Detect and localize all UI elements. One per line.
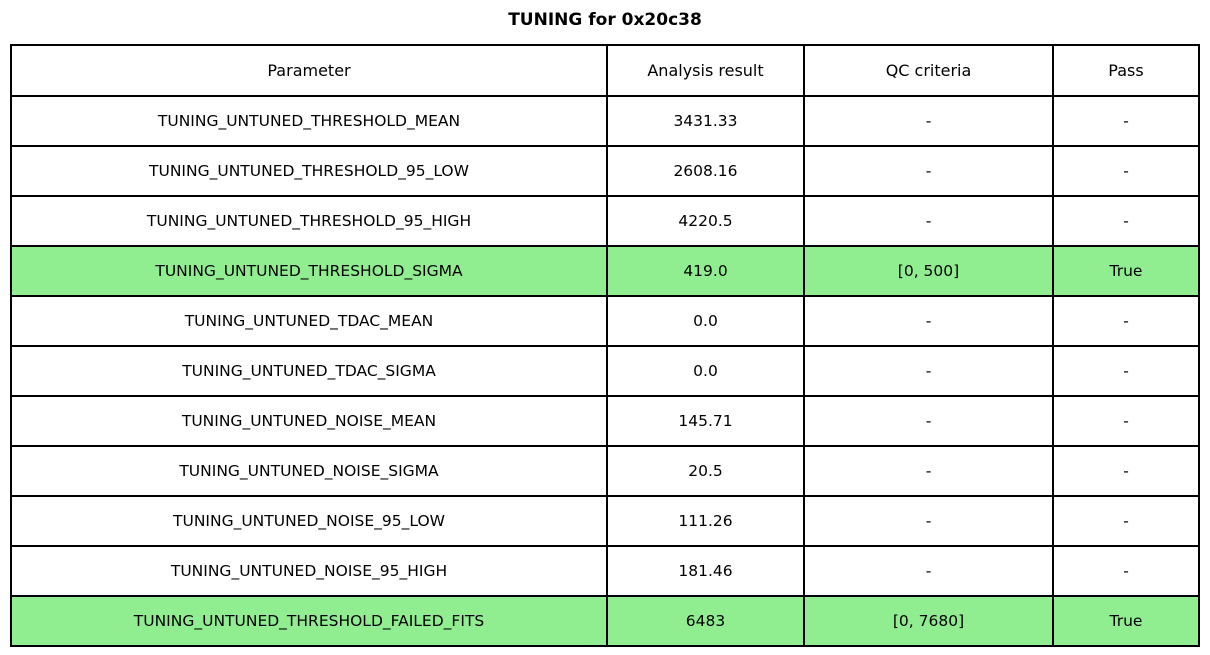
column-header-parameter: Parameter <box>10 44 608 97</box>
column-header-pass: Pass <box>1052 44 1200 97</box>
table-row: TUNING_UNTUNED_NOISE_95_LOW 111.26- - <box>10 495 1200 547</box>
analysis-result-cell: 145.71 <box>606 395 805 447</box>
table-header-row: Parameter Analysis result QC criteria Pa… <box>10 44 1200 97</box>
table-row: TUNING_UNTUNED_THRESHOLD_SIGMA 419.0 [0, 5… <box>10 245 1200 297</box>
pass-cell: - <box>1052 195 1200 247</box>
qc-criteria-cell: [0, 7680] <box>803 595 1054 647</box>
table-row: TUNING_UNTUNED_NOISE_SIGMA 20.5- - <box>10 445 1200 497</box>
table-row: TUNING_UNTUNED_NOISE_MEAN 145.71- - <box>10 395 1200 447</box>
qc-results-table: Parameter Analysis result QC criteria Pa… <box>10 44 1200 647</box>
pass-cell: - <box>1052 95 1200 147</box>
table-body: TUNING_UNTUNED_THRESHOLD_MEAN 3431.33- - TU… <box>10 95 1200 647</box>
parameter-cell: TUNING_UNTUNED_NOISE_SIGMA <box>10 445 608 497</box>
pass-cell: - <box>1052 495 1200 547</box>
parameter-cell: TUNING_UNTUNED_THRESHOLD_SIGMA <box>10 245 608 297</box>
analysis-result-cell: 4220.5 <box>606 195 805 247</box>
table-row: TUNING_UNTUNED_TDAC_MEAN 0.0- - <box>10 295 1200 347</box>
parameter-cell: TUNING_UNTUNED_THRESHOLD_95_HIGH <box>10 195 608 247</box>
pass-cell: - <box>1052 295 1200 347</box>
table-row: TUNING_UNTUNED_TDAC_SIGMA 0.0- - <box>10 345 1200 397</box>
qc-criteria-cell: - <box>803 545 1054 597</box>
analysis-result-cell: 0.0 <box>606 345 805 397</box>
pass-cell: - <box>1052 145 1200 197</box>
analysis-result-cell: 111.26 <box>606 495 805 547</box>
analysis-result-cell: 419.0 <box>606 245 805 297</box>
parameter-cell: TUNING_UNTUNED_TDAC_MEAN <box>10 295 608 347</box>
analysis-result-cell: 2608.16 <box>606 145 805 197</box>
parameter-cell: TUNING_UNTUNED_NOISE_MEAN <box>10 395 608 447</box>
table-row: TUNING_UNTUNED_THRESHOLD_FAILED_FITS 6483… <box>10 595 1200 647</box>
pass-cell: True <box>1052 245 1200 297</box>
pass-cell: - <box>1052 445 1200 497</box>
pass-cell: - <box>1052 545 1200 597</box>
parameter-cell: TUNING_UNTUNED_TDAC_SIGMA <box>10 345 608 397</box>
pass-cell: True <box>1052 595 1200 647</box>
qc-criteria-cell: - <box>803 145 1054 197</box>
parameter-cell: TUNING_UNTUNED_THRESHOLD_FAILED_FITS <box>10 595 608 647</box>
qc-criteria-cell: - <box>803 95 1054 147</box>
qc-criteria-cell: - <box>803 395 1054 447</box>
parameter-cell: TUNING_UNTUNED_THRESHOLD_MEAN <box>10 95 608 147</box>
qc-criteria-cell: [0, 500] <box>803 245 1054 297</box>
parameter-cell: TUNING_UNTUNED_NOISE_95_LOW <box>10 495 608 547</box>
qc-criteria-cell: - <box>803 445 1054 497</box>
table-row: TUNING_UNTUNED_NOISE_95_HIGH 181.46- - <box>10 545 1200 597</box>
analysis-result-cell: 20.5 <box>606 445 805 497</box>
analysis-result-cell: 3431.33 <box>606 95 805 147</box>
qc-criteria-cell: - <box>803 345 1054 397</box>
page-title: TUNING for 0x20c38 <box>508 10 702 30</box>
analysis-result-cell: 0.0 <box>606 295 805 347</box>
table-row: TUNING_UNTUNED_THRESHOLD_95_LOW 2608.16- - <box>10 145 1200 197</box>
pass-cell: - <box>1052 345 1200 397</box>
column-header-qc-criteria: QC criteria <box>803 44 1054 97</box>
parameter-cell: TUNING_UNTUNED_NOISE_95_HIGH <box>10 545 608 597</box>
qc-criteria-cell: - <box>803 195 1054 247</box>
table-row: TUNING_UNTUNED_THRESHOLD_95_HIGH 4220.5- - <box>10 195 1200 247</box>
qc-criteria-cell: - <box>803 295 1054 347</box>
pass-cell: - <box>1052 395 1200 447</box>
qc-criteria-cell: - <box>803 495 1054 547</box>
parameter-cell: TUNING_UNTUNED_THRESHOLD_95_LOW <box>10 145 608 197</box>
table-row: TUNING_UNTUNED_THRESHOLD_MEAN 3431.33- - <box>10 95 1200 147</box>
column-header-analysis-result: Analysis result <box>606 44 805 97</box>
analysis-result-cell: 181.46 <box>606 545 805 597</box>
analysis-result-cell: 6483 <box>606 595 805 647</box>
